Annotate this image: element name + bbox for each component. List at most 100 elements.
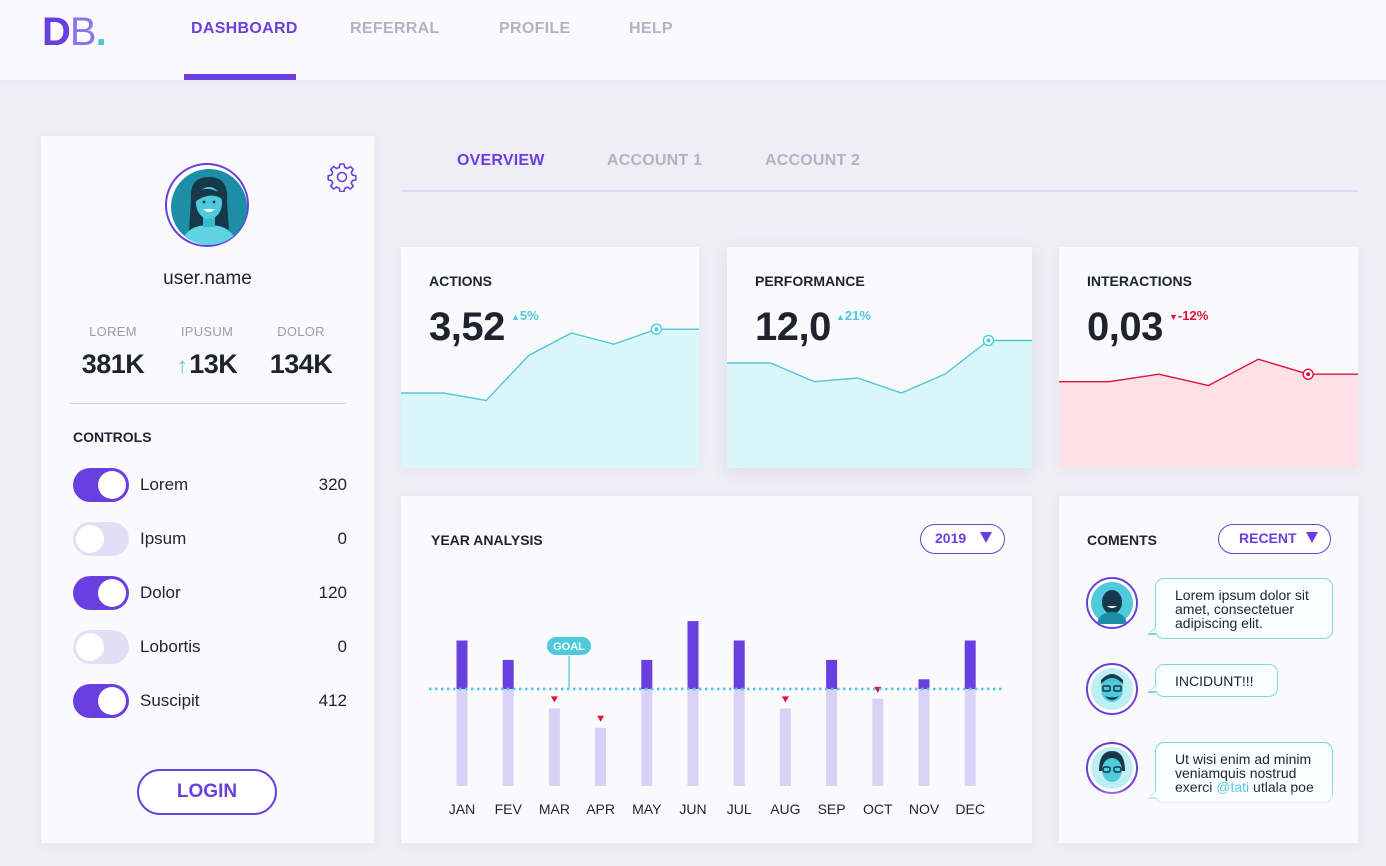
toggle-knob: [76, 633, 104, 661]
below-goal-marker: [550, 696, 558, 703]
metric-title: PERFORMANCE: [755, 273, 865, 289]
comments-filter-value: RECENT: [1239, 530, 1297, 546]
comment-avatar[interactable]: [1086, 742, 1138, 794]
sparkline-marker-dot: [1306, 372, 1311, 377]
metric-card-performance: PERFORMANCE 12,0 ▲21%: [727, 247, 1032, 468]
toggle-knob: [98, 471, 126, 499]
user-avatar-icon: [171, 169, 247, 245]
control-value: 320: [318, 475, 347, 494]
stat-dolor: DOLOR 134K: [254, 324, 348, 380]
month-label: JUL: [727, 801, 752, 817]
metric-title: ACTIONS: [429, 273, 492, 289]
login-button[interactable]: LOGIN: [137, 769, 277, 815]
bar-above-goal: [641, 659, 653, 689]
stat-ipusum: IPUSUM ↑13K: [160, 324, 254, 380]
sparkline-area: [401, 329, 699, 468]
comments-fade-overlay: [1059, 789, 1358, 843]
year-analysis-title: YEAR ANALYSIS: [431, 532, 543, 548]
metric-delta: ▲5%: [511, 308, 539, 323]
month-label: NOV: [909, 801, 940, 817]
bar-above-goal: [964, 640, 976, 689]
year-select[interactable]: 2019: [920, 524, 1005, 554]
sparkline-area: [727, 340, 1032, 468]
month-label: OCT: [863, 801, 893, 817]
nav-dashboard[interactable]: DASHBOARD: [191, 20, 298, 37]
performance-sparkline: [727, 334, 1032, 468]
bar-above-goal: [502, 659, 514, 689]
profile-card: user.name LOREM 381K IPUSUM ↑13K DOLOR 1…: [41, 136, 374, 843]
triangle-up-icon: ▲: [836, 312, 845, 322]
toggle-lobortis[interactable]: [73, 630, 129, 664]
below-goal-marker: [781, 696, 789, 703]
metric-value: 3,52: [429, 305, 505, 349]
metric-title: INTERACTIONS: [1087, 273, 1192, 289]
bar-base: [548, 708, 560, 786]
tab-account-1[interactable]: ACCOUNT 1: [607, 152, 703, 169]
metric-value: 0,03: [1087, 305, 1163, 349]
triangle-up-icon: ▲: [511, 312, 520, 322]
month-label: FEV: [495, 801, 523, 817]
below-goal-marker: [597, 715, 605, 722]
actions-sparkline: [401, 323, 699, 468]
interactions-sparkline: [1059, 358, 1358, 468]
bar-base: [826, 689, 838, 786]
control-label: Dolor: [140, 583, 181, 602]
bar-above-goal: [687, 621, 699, 689]
comment-bubble: INCIDUNT!!!: [1147, 664, 1278, 697]
control-row-suscipit: Suscipit 412: [73, 684, 347, 718]
control-row-dolor: Dolor 120: [73, 576, 347, 610]
toggle-knob: [76, 525, 104, 553]
triangle-down-icon: ▼: [1169, 312, 1178, 322]
logo[interactable]: DB.: [42, 10, 107, 54]
sparkline-marker-dot: [986, 338, 991, 343]
metric-value: 12,0: [755, 305, 831, 349]
month-label: DEC: [955, 801, 985, 817]
caret-down-icon: [980, 532, 992, 543]
nav-profile[interactable]: PROFILE: [499, 20, 571, 37]
month-label: JUN: [679, 801, 706, 817]
control-row-ipsum: Ipsum 0: [73, 522, 347, 556]
control-label: Suscipit: [140, 691, 200, 710]
bar-above-goal: [826, 659, 838, 689]
metric-delta: ▲21%: [836, 308, 871, 323]
bar-above-goal: [918, 679, 930, 689]
stat-value: 13K: [189, 349, 238, 379]
goal-label: GOAL: [553, 641, 585, 653]
control-label: Lobortis: [140, 637, 201, 656]
stat-value: 381K: [81, 349, 145, 379]
nav-active-indicator: [184, 74, 296, 80]
goal-badge: [547, 637, 591, 655]
bar-base: [502, 689, 514, 786]
toggle-suscipit[interactable]: [73, 684, 129, 718]
bar-base: [964, 689, 976, 786]
toggle-knob: [98, 579, 126, 607]
toggle-ipsum[interactable]: [73, 522, 129, 556]
comments-filter-select[interactable]: RECENT: [1218, 524, 1331, 554]
comment-avatar[interactable]: [1086, 663, 1138, 715]
bar-base: [456, 689, 468, 786]
man-beard-avatar-icon: [1091, 582, 1133, 624]
user-avatar[interactable]: [165, 163, 249, 247]
month-label: JAN: [449, 801, 475, 817]
gear-icon[interactable]: [327, 162, 357, 192]
comments-card: COMENTS RECENT Lorem ipsum dolor sit ame…: [1059, 496, 1358, 843]
comments-title: COMENTS: [1087, 532, 1157, 548]
woman-glasses-avatar-icon: [1091, 747, 1133, 789]
bar-above-goal: [456, 640, 468, 689]
control-label: Ipsum: [140, 529, 187, 548]
nav-help[interactable]: HELP: [629, 20, 673, 37]
control-value: 120: [318, 583, 347, 602]
year-bar-chart: JAN FEV MAR APR MAY JUN JUL AUG SEP OCT NOV DEC GOAL: [429, 621, 1004, 817]
bar-base: [641, 689, 653, 786]
toggle-lorem[interactable]: [73, 468, 129, 502]
comment-avatar[interactable]: [1086, 577, 1138, 629]
toggle-dolor[interactable]: [73, 576, 129, 610]
control-value: 412: [318, 691, 347, 710]
nav-referral[interactable]: REFERRAL: [350, 20, 440, 37]
tab-account-2[interactable]: ACCOUNT 2: [765, 152, 861, 169]
tabs-divider: [401, 190, 1358, 192]
year-select-value: 2019: [935, 530, 967, 546]
caret-down-icon: [1306, 532, 1318, 543]
tab-overview[interactable]: OVERVIEW: [457, 152, 545, 169]
month-label: SEP: [818, 801, 846, 817]
